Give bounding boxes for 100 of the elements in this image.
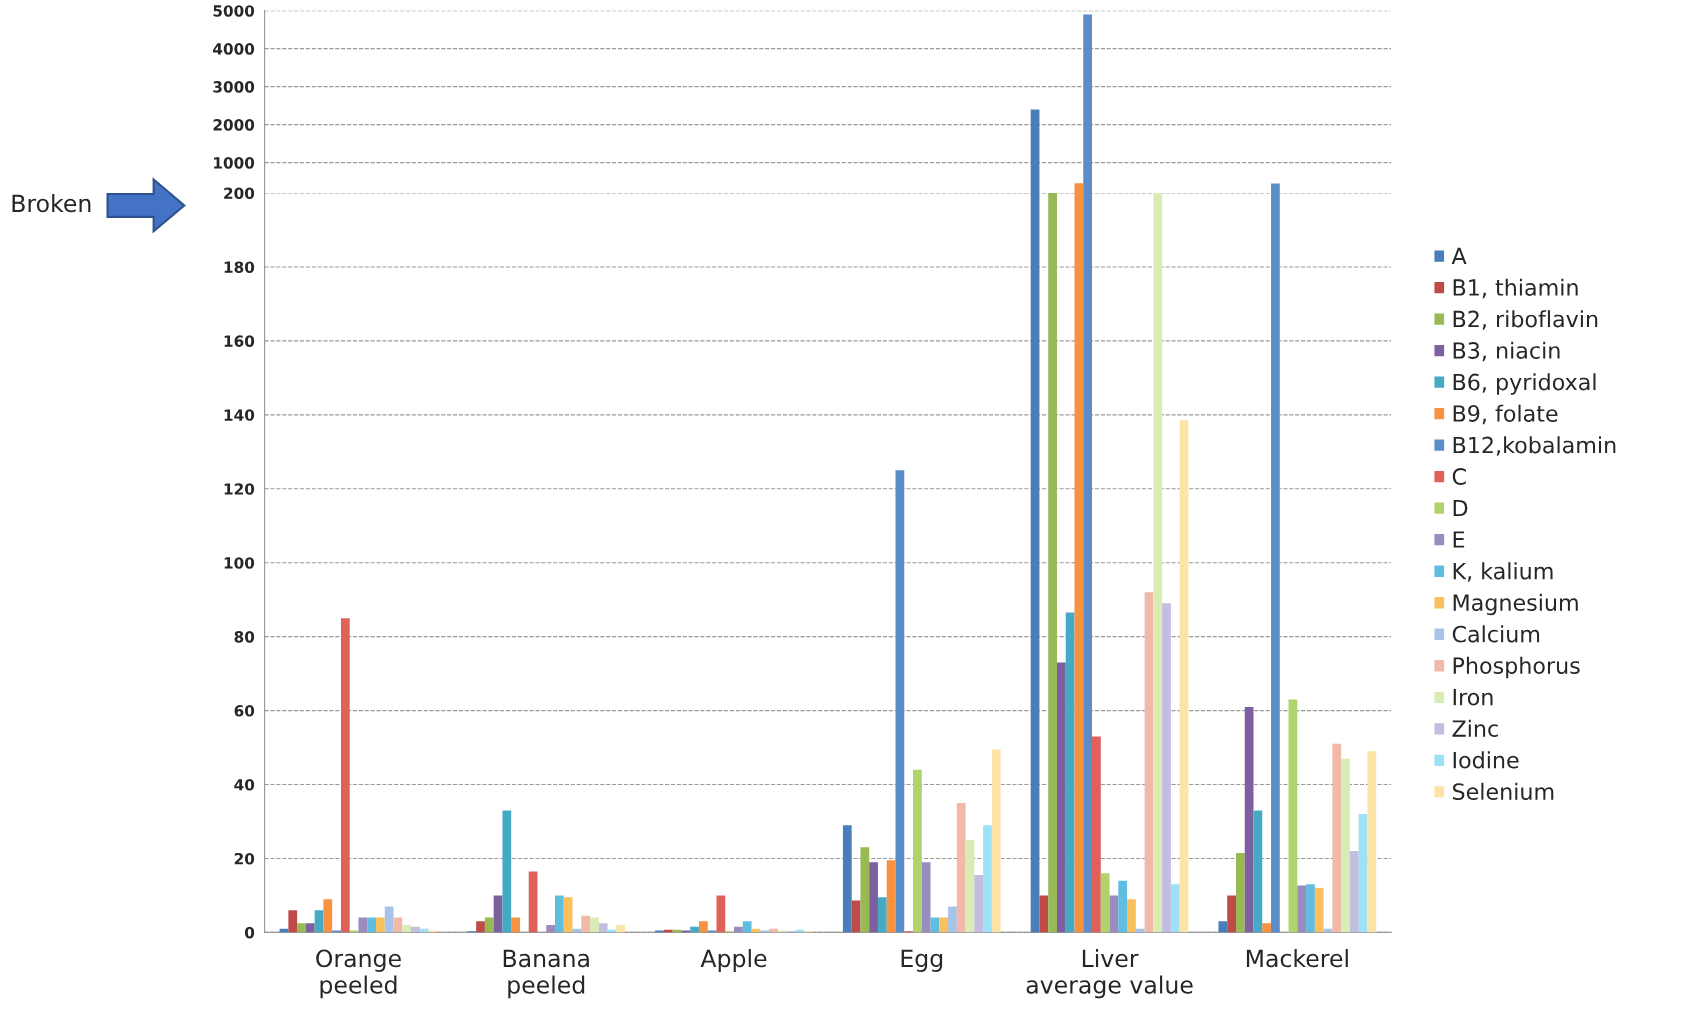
bar — [939, 917, 949, 933]
y-tick-label: 160 — [224, 335, 255, 347]
bar — [1109, 895, 1119, 933]
bar — [314, 910, 324, 933]
bar — [484, 917, 494, 933]
bar — [384, 906, 394, 933]
legend-label: B3, niacin — [1453, 341, 1560, 362]
bar — [1048, 193, 1057, 933]
bar — [581, 915, 591, 933]
bar — [1227, 895, 1236, 933]
y-tick-label: 80 — [234, 631, 255, 643]
bar — [842, 825, 852, 933]
y-tick-label: 20 — [234, 852, 255, 865]
bar — [690, 926, 699, 933]
legend-label: B6, pyridoxal — [1453, 373, 1596, 395]
bar — [367, 917, 376, 933]
bar — [742, 921, 752, 933]
bar — [965, 839, 975, 933]
y-tick-label: 2000 — [213, 119, 255, 131]
bar — [734, 926, 743, 933]
bar — [546, 925, 555, 933]
bar — [1306, 884, 1315, 933]
y-tick-label: 120 — [224, 483, 255, 495]
bar — [974, 875, 984, 933]
bar — [305, 923, 315, 933]
bar — [1162, 603, 1171, 933]
bar — [358, 917, 368, 933]
legend-label: B1, thiamin — [1453, 278, 1578, 299]
legend-label: Iodine — [1453, 751, 1519, 769]
legend-label: C — [1452, 468, 1466, 485]
bar — [1314, 888, 1324, 933]
bar — [1118, 880, 1128, 933]
bar — [913, 769, 922, 933]
bar — [895, 470, 905, 933]
bar — [860, 847, 870, 933]
x-tick-label: Apple — [700, 949, 767, 972]
y-tick-label: 60 — [234, 705, 255, 717]
bar — [511, 917, 520, 933]
bar — [323, 899, 333, 933]
legend-label: E — [1453, 531, 1465, 548]
y-tick-label: 4000 — [213, 43, 255, 55]
bar — [886, 860, 896, 933]
bar — [297, 923, 306, 933]
bar — [956, 803, 966, 933]
legend-label: Zinc — [1452, 719, 1498, 737]
bar — [590, 917, 599, 933]
legend-label: B9, folate — [1453, 404, 1558, 425]
bar — [563, 897, 573, 933]
bar — [1065, 612, 1075, 933]
bar — [528, 871, 538, 933]
bar — [411, 926, 420, 933]
bar — [555, 895, 564, 933]
bar — [1100, 873, 1110, 933]
bar — [616, 925, 626, 933]
y-tick-label: 200 — [224, 187, 255, 200]
bar — [1262, 923, 1272, 933]
legend-label: A — [1451, 247, 1467, 265]
bar — [1253, 810, 1263, 933]
x-tick-label: Mackerel — [1246, 949, 1348, 968]
legend-label: Calcium — [1452, 625, 1540, 643]
legend-label: K, kalium — [1453, 562, 1553, 582]
bar — [983, 825, 992, 933]
y-tick-label: 3000 — [213, 81, 255, 93]
bar — [991, 749, 1001, 933]
bar — [1341, 758, 1350, 933]
bar — [698, 921, 708, 933]
legend-label: D — [1453, 499, 1468, 517]
bar — [921, 862, 931, 933]
bar — [1127, 899, 1136, 933]
y-tick-label: 1000 — [214, 157, 255, 169]
bar — [376, 917, 385, 933]
x-tick-label: Banana peeled — [503, 949, 589, 999]
bar — [476, 921, 485, 933]
x-tick-label: Egg — [901, 949, 943, 972]
bar — [1039, 895, 1049, 933]
bar — [340, 618, 350, 933]
bar — [493, 895, 503, 933]
x-tick-label: Orange peeled — [316, 949, 401, 999]
bar — [1056, 662, 1066, 933]
bar — [1092, 736, 1101, 933]
bar — [1244, 706, 1254, 933]
bar — [869, 862, 878, 933]
bar — [1235, 852, 1245, 933]
y-tick-label: 180 — [224, 261, 255, 273]
bar — [502, 810, 512, 933]
bar — [716, 895, 726, 933]
legend-label: B12,kobalamin — [1453, 436, 1616, 456]
bar — [1170, 884, 1180, 933]
bar — [1144, 592, 1154, 933]
legend-label: Iron — [1453, 688, 1493, 706]
bar — [1332, 743, 1342, 933]
bar — [1358, 814, 1368, 933]
y-tick-label: 0 — [244, 926, 255, 939]
y-tick-label: 5000 — [213, 5, 255, 17]
legend-label: Magnesium — [1453, 593, 1578, 616]
bar — [288, 910, 298, 933]
bar — [948, 906, 957, 933]
text: Broken — [12, 194, 91, 213]
bar — [1349, 851, 1359, 933]
bar — [1218, 921, 1228, 933]
